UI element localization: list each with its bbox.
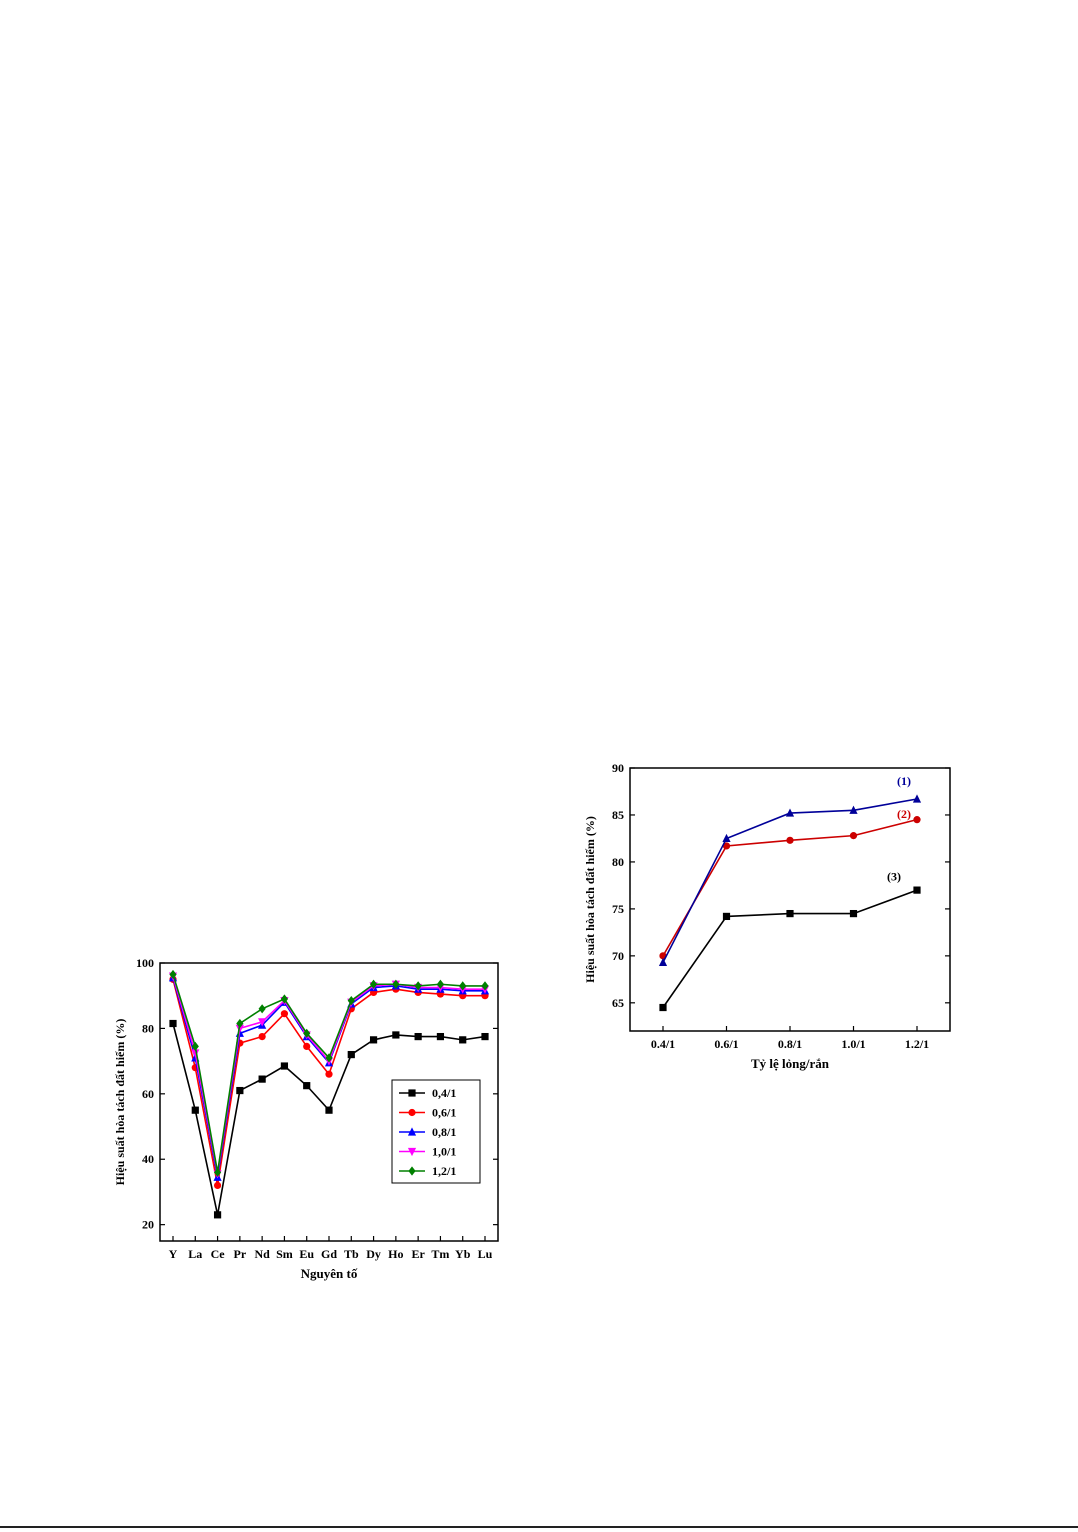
x-tick-label: Er	[411, 1247, 425, 1261]
data-point-0-5	[280, 1062, 289, 1070]
y-axis-title: Hiệu suất hòa tách đất hiếm (%)	[583, 816, 597, 983]
data-point-0-0	[659, 1003, 667, 1012]
y-tick-label: 70	[612, 949, 624, 963]
data-point-0-12	[436, 1032, 445, 1041]
data-point-0-14	[481, 1032, 489, 1041]
x-tick-label: 0.4/1	[651, 1037, 675, 1051]
data-point-1-2	[213, 1181, 222, 1189]
data-point-0-2	[213, 1211, 222, 1219]
y-tick-label: 60	[142, 1087, 154, 1101]
data-point-0-11	[414, 1032, 422, 1041]
x-tick-label: Dy	[366, 1247, 381, 1261]
x-tick-label: Y	[169, 1247, 178, 1261]
annotation-2: (2)	[897, 807, 911, 821]
element-yield-plot: 20 40 60 80 100 Y La Ce Pr Nd Sm Eu Gd Tb Dy Ho Er Tm Yb Lu…	[113, 956, 499, 1281]
data-point-0-4	[258, 1075, 266, 1083]
data-point-3-1	[191, 1049, 200, 1058]
y-axis-title: Hiệu suất hòa tách đất hiếm (%)	[113, 1019, 127, 1186]
annotation-1: (1)	[897, 774, 911, 788]
data-point-0-0	[169, 1019, 177, 1028]
data-point-2-2	[785, 808, 795, 817]
data-point-4-11	[414, 981, 422, 991]
x-tick-label: Sm	[276, 1247, 293, 1261]
data-point-0-2	[786, 909, 794, 918]
x-tick-label: 0.6/1	[714, 1037, 738, 1051]
ratio-yield-plot: 65 70 75 80 85 90 0.4/1 0.6/1 0.8/1 1.0/1 1.2/1 Tỷ …	[583, 761, 951, 1071]
data-point-4-1	[191, 1041, 199, 1051]
legend-label-4: 1,2/1	[432, 1164, 456, 1178]
y-tick-label: 80	[612, 855, 624, 869]
data-point-3-4	[258, 1018, 267, 1027]
x-tick-label: Yb	[455, 1247, 471, 1261]
y-tick-label: 75	[612, 902, 624, 916]
chart-element-yield: 20 40 60 80 100 Y La Ce Pr Nd Sm Eu Gd Tb Dy Ho Er Tm Yb Lu…	[100, 945, 520, 1300]
x-tick-label: 1.2/1	[905, 1037, 929, 1051]
y-tick-label: 80	[142, 1021, 154, 1035]
chart-ratio-yield: 65 70 75 80 85 90 0.4/1 0.6/1 0.8/1 1.0/1 1.2/1 Tỷ …	[565, 752, 965, 1082]
data-point-1-1	[722, 842, 731, 850]
data-point-0-1	[191, 1106, 199, 1114]
x-axis-title: Nguyên tố	[301, 1266, 358, 1281]
x-tick-label: Tm	[431, 1247, 449, 1261]
x-tick-label: Gd	[321, 1247, 337, 1261]
x-tick-label: Tb	[344, 1247, 359, 1261]
legend-label-3: 1,0/1	[432, 1145, 456, 1159]
data-point-4-10	[392, 979, 400, 989]
x-tick-label: Lu	[478, 1247, 493, 1261]
y-tick-label: 90	[612, 761, 624, 775]
x-tick-label: 0.8/1	[778, 1037, 802, 1051]
x-tick-label: Ho	[388, 1247, 403, 1261]
legend-marker-1	[408, 1108, 416, 1117]
data-point-1-6	[303, 1042, 311, 1050]
legend-marker-3	[407, 1147, 417, 1157]
data-point-0-7	[325, 1106, 333, 1114]
y-tick-label: 65	[612, 996, 624, 1010]
series-line-2	[662, 798, 918, 963]
bottom-rule	[0, 1526, 1078, 1528]
x-tick-label: La	[188, 1247, 202, 1261]
data-point-2-1	[722, 833, 731, 843]
data-point-2-0	[658, 957, 668, 967]
data-point-0-10	[392, 1031, 400, 1039]
y-tick-label: 40	[142, 1152, 154, 1166]
data-point-0-3	[849, 909, 858, 918]
series-line-0	[662, 889, 918, 1008]
data-point-2-4	[912, 794, 922, 803]
legend-label-1: 0,6/1	[432, 1106, 456, 1120]
x-axis-title: Tỷ lệ lỏng/rắn	[751, 1056, 830, 1071]
data-point-0-8	[347, 1050, 355, 1059]
legend-label-0: 0,4/1	[432, 1086, 456, 1100]
data-point-4-4	[258, 1004, 266, 1014]
data-point-1-5	[280, 1010, 289, 1018]
x-tick-label: Ce	[211, 1247, 226, 1261]
data-point-0-1	[722, 912, 731, 921]
data-point-0-4	[913, 886, 921, 894]
data-point-1-2	[786, 836, 794, 844]
legend-marker-2	[407, 1127, 417, 1136]
data-point-2-3	[849, 805, 858, 814]
data-point-0-3	[236, 1086, 244, 1095]
annotation-3: (3)	[887, 870, 901, 884]
data-point-1-4	[258, 1032, 266, 1041]
y-tick-label: 20	[142, 1218, 154, 1232]
data-point-4-7	[325, 1053, 333, 1063]
data-point-4-8	[347, 996, 355, 1006]
data-point-4-0	[169, 969, 177, 980]
y-tick-label: 85	[612, 808, 624, 822]
data-point-1-3	[849, 832, 858, 840]
data-point-0-9	[369, 1036, 378, 1044]
x-tick-label: Pr	[234, 1247, 247, 1261]
data-point-0-13	[459, 1036, 467, 1044]
data-point-1-4	[913, 816, 921, 824]
data-point-0-6	[303, 1082, 311, 1090]
data-point-1-7	[325, 1070, 333, 1078]
legend-marker-0	[408, 1089, 416, 1097]
legend-label-2: 0,8/1	[432, 1125, 456, 1139]
x-tick-label: 1.0/1	[841, 1037, 865, 1051]
x-tick-label: Nd	[254, 1247, 270, 1261]
y-tick-label: 100	[136, 956, 154, 970]
data-point-3-3	[235, 1024, 244, 1034]
x-tick-label: Eu	[299, 1247, 314, 1261]
